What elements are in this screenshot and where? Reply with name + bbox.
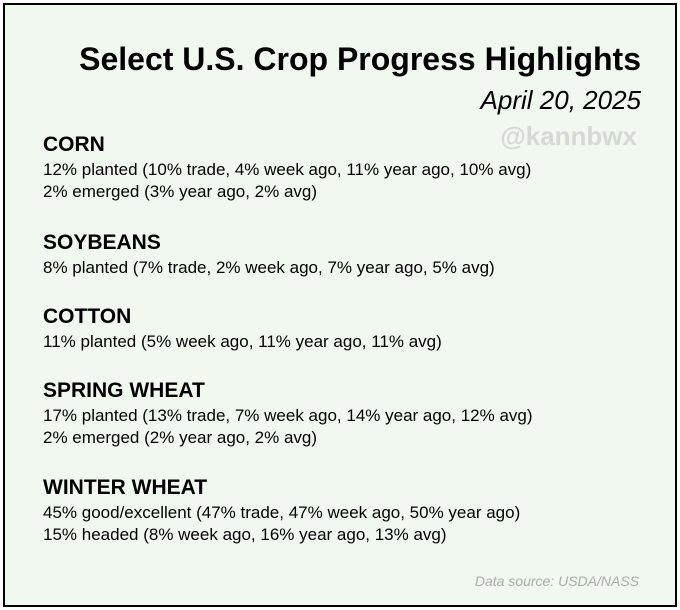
section-corn: CORN 12% planted (10% trade, 4% week ago… [43, 133, 663, 203]
crop-stat-line: 11% planted (5% week ago, 11% year ago, … [43, 332, 442, 351]
crop-heading: SPRING WHEAT [43, 379, 205, 402]
author-watermark: @kannbwx [500, 121, 637, 151]
crop-stat-line: 2% emerged (3% year ago, 2% avg) [43, 182, 318, 201]
report-date: April 20, 2025 [480, 85, 641, 115]
section-spring-wheat: SPRING WHEAT 17% planted (13% trade, 7% … [43, 379, 663, 449]
crop-stat-line: 17% planted (13% trade, 7% week ago, 14%… [43, 406, 533, 425]
crop-stat-line: 8% planted (7% trade, 2% week ago, 7% ye… [43, 258, 495, 277]
highlights-card: Select U.S. Crop Progress Highlights Apr… [3, 3, 677, 607]
crop-heading: WINTER WHEAT [43, 476, 208, 499]
page-title: Select U.S. Crop Progress Highlights [79, 41, 641, 77]
section-cotton: COTTON 11% planted (5% week ago, 11% yea… [43, 305, 663, 353]
crop-stat-line: 15% headed (8% week ago, 16% year ago, 1… [43, 525, 447, 544]
crop-stat-line: 12% planted (10% trade, 4% week ago, 11%… [43, 160, 532, 179]
crop-stat-line: 2% emerged (2% year ago, 2% avg) [43, 428, 318, 447]
data-source-note: Data source: USDA/NASS [474, 573, 639, 589]
section-winter-wheat: WINTER WHEAT 45% good/excellent (47% tra… [43, 476, 663, 546]
crop-heading: CORN [43, 133, 105, 156]
crop-stat-line: 45% good/excellent (47% trade, 47% week … [43, 503, 521, 522]
crop-heading: COTTON [43, 305, 132, 328]
crop-heading: SOYBEANS [43, 231, 161, 254]
section-soybeans: SOYBEANS 8% planted (7% trade, 2% week a… [43, 231, 663, 279]
